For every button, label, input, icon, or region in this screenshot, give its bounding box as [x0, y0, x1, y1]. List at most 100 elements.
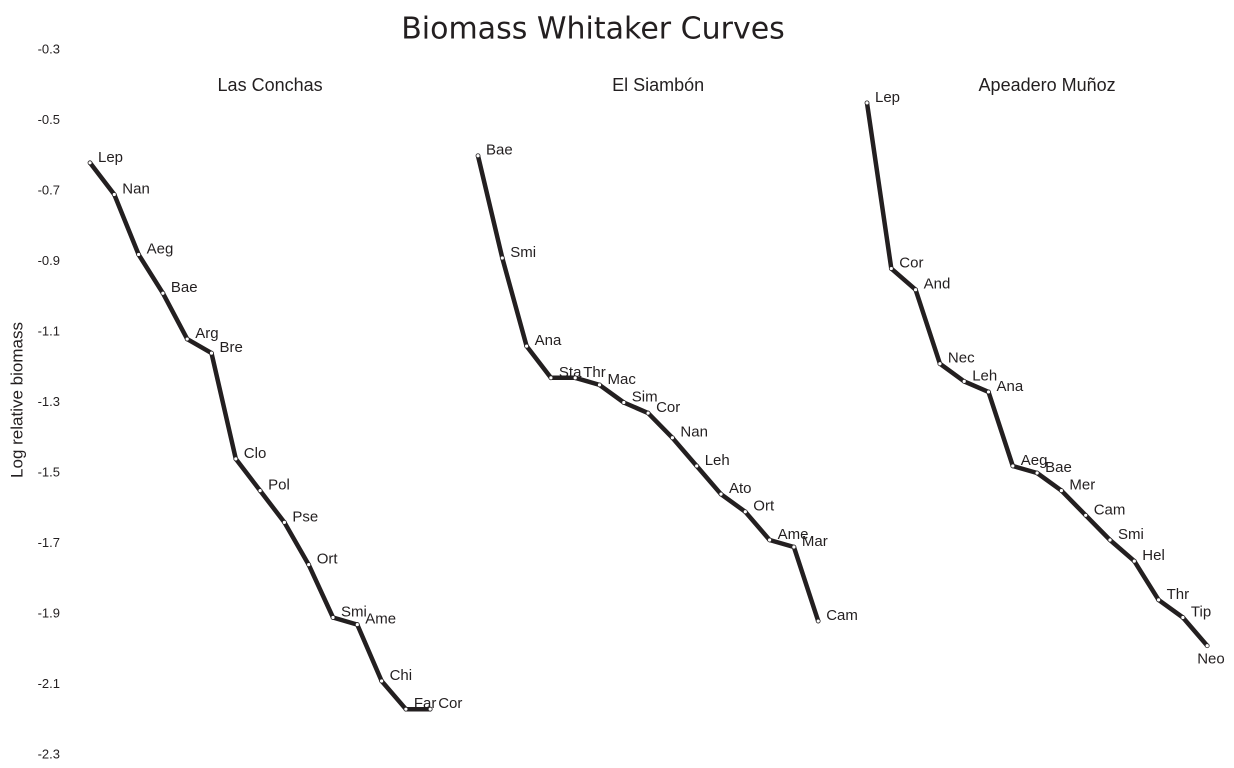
y-tick-label: -0.9: [38, 253, 60, 268]
point-label: Aeg: [147, 240, 174, 257]
point-label: Nan: [680, 424, 708, 441]
point-label: Chi: [390, 667, 413, 684]
data-point: [87, 160, 93, 166]
point-label: Leh: [972, 367, 997, 384]
data-point: [1156, 597, 1161, 603]
data-point: [330, 615, 336, 620]
point-label: Cam: [1094, 501, 1126, 518]
data-point: [524, 343, 529, 349]
point-label: Arg: [195, 325, 218, 342]
data-point: [233, 456, 239, 462]
chart-title: Biomass Whitaker Curves: [401, 12, 785, 47]
panel-title: Las Conchas: [218, 75, 323, 95]
data-point: [961, 378, 967, 384]
point-label: Bae: [486, 142, 513, 159]
data-point: [1010, 463, 1016, 469]
point-label: Pol: [268, 477, 290, 494]
data-point: [281, 519, 287, 525]
point-label: Ame: [365, 611, 396, 628]
data-point: [913, 287, 918, 293]
data-point: [1083, 512, 1089, 518]
data-point: [209, 350, 214, 356]
data-point: [1180, 615, 1186, 620]
y-tick-label: -2.3: [38, 746, 60, 761]
data-point: [597, 382, 602, 388]
data-point: [1059, 488, 1064, 494]
data-point: [621, 400, 627, 405]
y-tick-label: -1.3: [38, 394, 60, 409]
data-point: [645, 410, 651, 416]
point-label: Cor: [438, 695, 462, 712]
data-point: [184, 336, 190, 342]
data-point: [499, 255, 505, 261]
point-label: Smi: [510, 244, 536, 261]
data-point: [986, 389, 991, 395]
data-point: [257, 488, 263, 494]
point-label: Clo: [244, 445, 267, 462]
point-label: Nec: [948, 350, 975, 367]
data-point: [403, 706, 409, 712]
data-point: [1034, 470, 1040, 476]
point-label: Cor: [656, 399, 680, 416]
y-tick-label: -0.5: [38, 112, 60, 127]
point-label: Thr: [583, 364, 606, 381]
data-point: [379, 678, 385, 684]
data-point: [742, 509, 748, 515]
point-label: Far: [414, 695, 437, 712]
point-label: Lep: [98, 149, 123, 166]
point-label: Thr: [1167, 586, 1190, 603]
y-tick-label: -1.7: [38, 535, 60, 550]
point-label: And: [924, 276, 951, 293]
point-label: Ana: [997, 378, 1024, 395]
data-point: [354, 622, 360, 627]
data-point: [111, 192, 117, 197]
point-label: Smi: [341, 603, 367, 620]
point-label: Ame: [778, 526, 809, 543]
point-label: Hel: [1142, 547, 1165, 564]
data-point: [864, 100, 870, 106]
series-line: [864, 102, 1209, 648]
y-tick-label: -1.9: [38, 605, 60, 620]
point-label: Ort: [753, 498, 775, 515]
data-point: [815, 618, 821, 624]
point-label: Ato: [729, 480, 752, 497]
y-tick-label: -0.3: [38, 41, 60, 56]
data-point: [572, 375, 578, 381]
panel-title: El Siambón: [612, 75, 704, 95]
point-label: Lep: [875, 89, 900, 106]
data-point: [670, 435, 675, 441]
point-label: Bae: [1045, 459, 1072, 476]
point-label: Ana: [535, 332, 562, 349]
data-point: [160, 290, 166, 296]
data-point: [427, 706, 433, 712]
y-tick-label: -1.1: [38, 323, 60, 338]
point-label: Aeg: [1021, 452, 1048, 469]
point-label: Pse: [292, 508, 318, 525]
data-point: [718, 491, 724, 497]
data-point: [306, 562, 312, 568]
point-label: Leh: [705, 452, 730, 469]
y-tick-label: -1.5: [38, 464, 60, 479]
data-point: [937, 361, 943, 367]
point-label: Mac: [608, 371, 637, 388]
point-label: Mer: [1069, 477, 1095, 494]
point-label: Cam: [826, 607, 858, 624]
data-point: [767, 537, 772, 543]
data-point: [475, 153, 481, 159]
data-point: [888, 266, 894, 271]
data-point: [136, 252, 142, 257]
data-point: [548, 375, 554, 381]
data-point: [1131, 558, 1137, 564]
point-label: Smi: [1118, 526, 1144, 543]
point-label: Nan: [122, 180, 150, 197]
data-point: [791, 544, 797, 550]
y-axis-label: Log relative biomass: [7, 322, 26, 478]
y-tick-label: -2.1: [38, 676, 60, 691]
panel-title: Apeadero Muñoz: [979, 75, 1116, 95]
data-point: [1204, 643, 1210, 649]
point-label: Sta: [559, 364, 582, 381]
data-point: [1107, 537, 1113, 543]
data-point: [694, 463, 700, 469]
